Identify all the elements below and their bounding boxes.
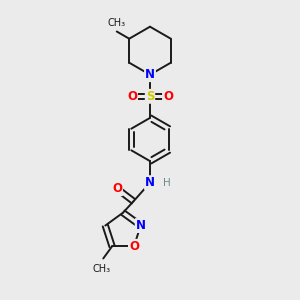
Text: CH₃: CH₃ xyxy=(93,264,111,274)
Text: S: S xyxy=(146,90,154,103)
Text: O: O xyxy=(163,90,173,103)
Text: O: O xyxy=(127,90,137,103)
Text: N: N xyxy=(145,68,155,81)
Text: H: H xyxy=(164,178,171,188)
Text: CH₃: CH₃ xyxy=(108,18,126,28)
Text: N: N xyxy=(136,219,146,232)
Text: O: O xyxy=(112,182,122,195)
Text: N: N xyxy=(145,176,155,189)
Text: O: O xyxy=(129,240,139,253)
